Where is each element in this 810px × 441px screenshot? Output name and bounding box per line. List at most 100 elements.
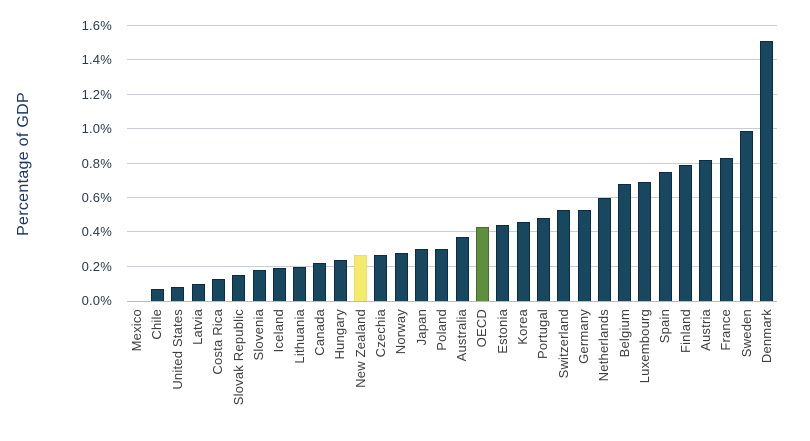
- bar-column: OECD: [472, 26, 492, 431]
- x-axis-label: Hungary: [332, 309, 348, 360]
- x-axis-label: Iceland: [271, 309, 287, 353]
- bar-oecd: [475, 227, 489, 301]
- bar-costa-rica: [211, 279, 225, 301]
- bar-column: Poland: [432, 26, 452, 431]
- x-axis-label: Slovenia: [251, 309, 267, 361]
- x-axis-label: Denmark: [758, 309, 774, 364]
- bar-column: Lithuania: [290, 26, 310, 431]
- bar-denmark: [760, 41, 774, 301]
- x-axis-label: Japan: [413, 309, 429, 346]
- bar-area: [249, 26, 269, 301]
- bar-column: Canada: [310, 26, 330, 431]
- y-gridline: [127, 93, 777, 95]
- bar-switzerland: [557, 210, 571, 301]
- bar-column: Germany: [574, 26, 594, 431]
- y-tick-label: 1.4%: [81, 52, 112, 68]
- x-axis-label: Switzerland: [555, 309, 571, 379]
- bar-area: [615, 26, 635, 301]
- bar-area: [574, 26, 594, 301]
- y-gridline: [127, 231, 777, 233]
- bar-column: Slovak Republic: [229, 26, 249, 431]
- y-axis-title: Percentage of GDP: [15, 92, 32, 236]
- x-axis-label: Germany: [576, 309, 592, 364]
- bar-hungary: [333, 260, 347, 301]
- bar-area: [127, 26, 147, 301]
- y-tick-label: 0.6%: [81, 189, 112, 205]
- bar-finland: [679, 165, 693, 301]
- bar-spain: [658, 172, 672, 301]
- y-tick-label: 1.0%: [81, 121, 112, 137]
- bar-area: [229, 26, 249, 301]
- bar-czechia: [374, 255, 388, 301]
- bar-slovenia: [252, 270, 266, 301]
- y-gridline: [127, 25, 777, 26]
- bar-area: [452, 26, 472, 301]
- bar-column: Czechia: [371, 26, 391, 431]
- bar-austria: [699, 160, 713, 301]
- y-tick-label: 0.2%: [81, 258, 112, 274]
- bar-column: Korea: [513, 26, 533, 431]
- bar-area: [513, 26, 533, 301]
- bar-chile: [150, 289, 164, 301]
- x-axis-label: Estonia: [494, 309, 510, 354]
- bar-united-states: [171, 287, 185, 301]
- bar-estonia: [496, 225, 510, 301]
- bar-germany: [577, 210, 591, 301]
- x-axis-label: New Zealand: [352, 309, 368, 388]
- bar-column: Chile: [147, 26, 167, 431]
- bar-column: Luxembourg: [635, 26, 655, 431]
- bar-column: Denmark: [757, 26, 777, 431]
- bar-area: [594, 26, 614, 301]
- bar-area: [330, 26, 350, 301]
- bar-area: [147, 26, 167, 301]
- bar-column: Finland: [675, 26, 695, 431]
- bar-area: [533, 26, 553, 301]
- bar-column: Australia: [452, 26, 472, 431]
- x-axis-label: United States: [169, 309, 185, 390]
- bar-area: [310, 26, 330, 301]
- bar-area: [391, 26, 411, 301]
- bar-column: Netherlands: [594, 26, 614, 431]
- y-gridline: [127, 162, 777, 164]
- bar-new-zealand: [354, 255, 368, 301]
- bar-belgium: [618, 184, 632, 301]
- bar-area: [371, 26, 391, 301]
- bar-column: Austria: [696, 26, 716, 431]
- bar-column: United States: [168, 26, 188, 431]
- bar-area: [736, 26, 756, 301]
- bar-area: [696, 26, 716, 301]
- bar-column: Latvia: [188, 26, 208, 431]
- x-axis-line: [127, 301, 777, 302]
- y-gridline: [127, 59, 777, 61]
- x-axis-label: Finland: [677, 309, 693, 354]
- bar-area: [675, 26, 695, 301]
- bar-column: France: [716, 26, 736, 431]
- x-axis-label: Luxembourg: [636, 309, 652, 384]
- bar-column: Sweden: [736, 26, 756, 431]
- bar-area: [208, 26, 228, 301]
- x-axis-label: Sweden: [738, 309, 754, 358]
- y-gridline: [127, 265, 777, 267]
- bars-container: Mexico Chile United States Latvia Costa Rica…: [127, 26, 777, 431]
- bar-australia: [455, 237, 469, 301]
- bar-area: [757, 26, 777, 301]
- bar-column: Portugal: [533, 26, 553, 431]
- bar-column: Mexico: [127, 26, 147, 431]
- x-axis-label: Belgium: [616, 309, 632, 358]
- x-axis-label: Spain: [657, 309, 673, 344]
- bar-sweden: [740, 131, 754, 301]
- bar-column: New Zealand: [350, 26, 370, 431]
- bar-iceland: [272, 268, 286, 301]
- bar-column: Hungary: [330, 26, 350, 431]
- bar-area: [472, 26, 492, 301]
- x-axis-label: Chile: [149, 309, 165, 340]
- bar-column: Norway: [391, 26, 411, 431]
- bar-column: Iceland: [269, 26, 289, 431]
- x-axis-label: Norway: [393, 309, 409, 355]
- bar-column: Japan: [411, 26, 431, 431]
- bar-latvia: [191, 284, 205, 301]
- bar-slovak-republic: [232, 275, 246, 301]
- x-axis-label: Austria: [697, 309, 713, 351]
- x-axis-label: Slovak Republic: [230, 309, 246, 406]
